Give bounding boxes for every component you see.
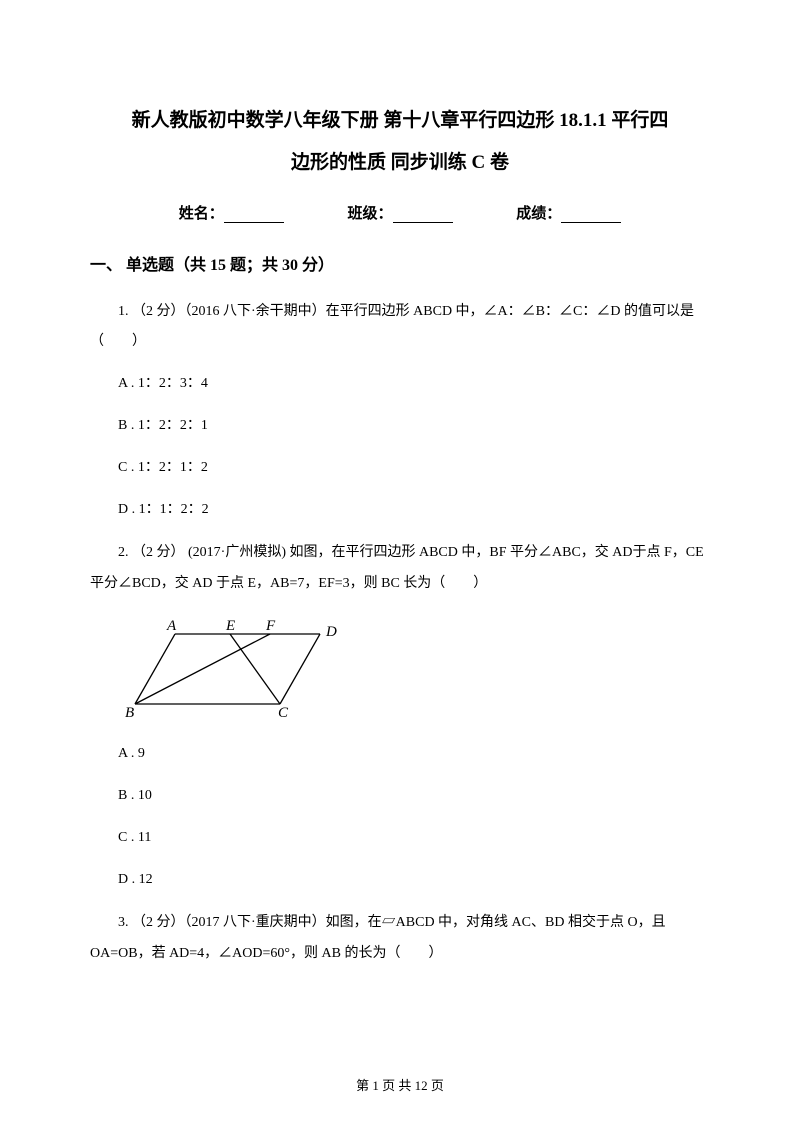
score-field: 成绩： — [516, 202, 621, 223]
name-field: 姓名： — [179, 202, 284, 223]
q2-option-c: C . 11 — [90, 824, 710, 852]
q2-option-d: D . 12 — [90, 866, 710, 894]
q1-option-d: D . 1：1：2：2 — [90, 496, 710, 524]
parallelogram-diagram: A E F D B C — [120, 614, 710, 724]
document-title: 新人教版初中数学八年级下册 第十八章平行四边形 18.1.1 平行四 边形的性质… — [90, 100, 710, 184]
label-a: A — [166, 618, 177, 634]
label-d: D — [325, 624, 337, 640]
q1-option-b: B . 1：2：2：1 — [90, 412, 710, 440]
score-underline — [561, 207, 621, 223]
student-form: 姓名： 班级： 成绩： — [90, 202, 710, 223]
class-label: 班级： — [347, 206, 392, 222]
question-3: 3. （2 分）（2017 八下·重庆期中）如图，在▱ABCD 中，对角线 AC… — [90, 908, 710, 970]
page-footer: 第 1 页 共 12 页 — [0, 1075, 800, 1094]
q1-option-a: A . 1：2：3：4 — [90, 370, 710, 398]
class-field: 班级： — [347, 202, 452, 223]
section-header: 一、 单选题（共 15 题；共 30 分） — [90, 251, 710, 275]
question-1: 1. （2 分）（2016 八下·余干期中）在平行四边形 ABCD 中，∠A：∠… — [90, 297, 710, 359]
label-b: B — [125, 705, 134, 719]
line-dc — [280, 634, 320, 704]
q1-option-c: C . 1：2：1：2 — [90, 454, 710, 482]
question-2: 2. （2 分） (2017·广州模拟) 如图，在平行四边形 ABCD 中，BF… — [90, 538, 710, 600]
title-line-2: 边形的性质 同步训练 C 卷 — [90, 142, 710, 184]
q2-option-b: B . 10 — [90, 782, 710, 810]
class-underline — [393, 207, 453, 223]
title-line-1: 新人教版初中数学八年级下册 第十八章平行四边形 18.1.1 平行四 — [90, 100, 710, 142]
line-ce — [230, 634, 280, 704]
name-label: 姓名： — [179, 206, 224, 222]
diagram-svg: A E F D B C — [120, 614, 350, 719]
label-c: C — [278, 705, 289, 719]
label-e: E — [225, 618, 235, 634]
label-f: F — [265, 618, 276, 634]
q2-option-a: A . 9 — [90, 740, 710, 768]
score-label: 成绩： — [516, 206, 561, 222]
name-underline — [224, 207, 284, 223]
